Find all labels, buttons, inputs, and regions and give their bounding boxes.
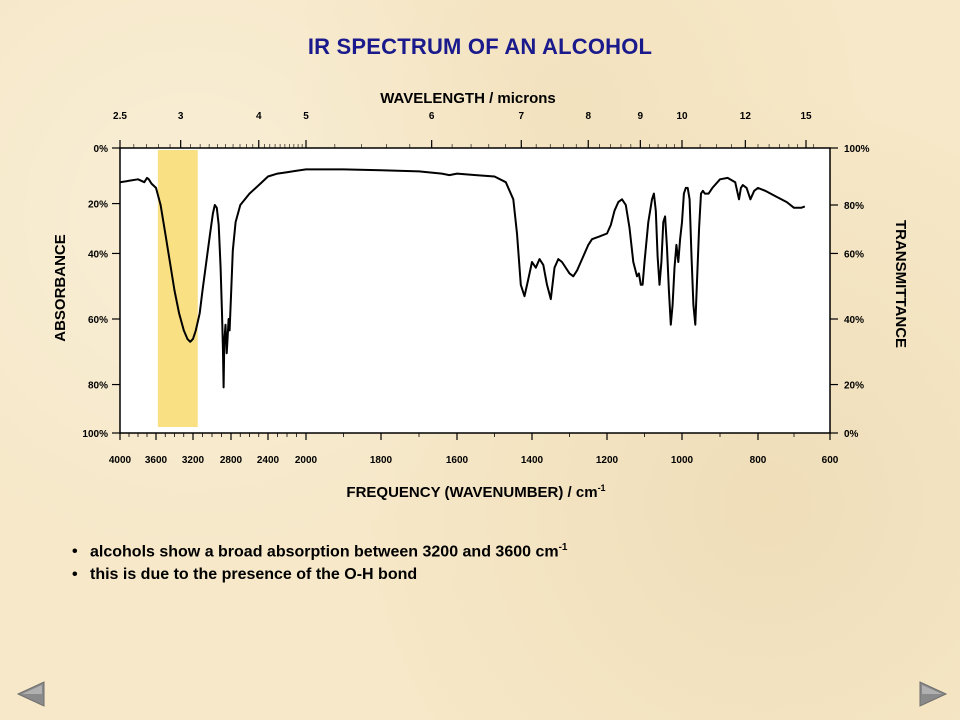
top-tick-label: 12 [740,111,752,122]
ir-spectrum-chart: 4000 3600 3200 2800 2400 2000 1800 1600 1400 1200… [52,90,909,501]
top-tick-label: 4 [256,111,262,122]
x-tick-label: 1200 [596,455,619,466]
x-tick-label: 1000 [671,455,694,466]
x-tick-label: 2000 [295,455,318,466]
x-tick-label: 2400 [257,455,280,466]
left-tick-label: 0% [94,144,109,155]
x-tick-label: 4000 [109,455,132,466]
prev-slide-button[interactable] [14,680,48,708]
right-tick-label: 80% [844,201,864,212]
x-tick-label: 1600 [446,455,469,466]
left-tick-label: 40% [88,249,108,260]
next-slide-button[interactable] [916,680,950,708]
x-tick-label: 3600 [145,455,168,466]
top-tick-label: 5 [303,111,309,122]
right-tick-label: 60% [844,249,864,260]
right-tick-label: 40% [844,315,864,326]
top-tick-label: 8 [585,111,591,122]
x-tick-label: 2800 [220,455,243,466]
bullet-text: this is due to the presence of the O-H b… [90,566,418,583]
left-tick-label: 80% [88,381,108,392]
triangle-left-icon [16,681,45,707]
x-tick-label: 3200 [182,455,205,466]
x-tick-label: 1400 [521,455,544,466]
bullet-superscript: -1 [558,542,568,553]
left-tick-label: 60% [88,315,108,326]
x-axis-title: FREQUENCY (WAVENUMBER) / cm-1 [346,483,605,501]
top-tick-label: 2.5 [113,111,127,122]
bullet-list: • alcohols show a broad absorption betwee… [72,534,568,588]
x-tick-label: 600 [822,455,839,466]
top-tick-label: 7 [519,111,525,122]
top-tick-label: 10 [676,111,688,122]
left-tick-label: 100% [82,429,108,440]
bullet-item: • alcohols show a broad absorption betwee… [72,542,568,561]
left-axis-title: ABSORBANCE [52,234,69,342]
oh-highlight-region [157,150,198,427]
plot-area [119,147,831,434]
x-tick-label: 1800 [370,455,393,466]
top-tick-label: 9 [638,111,644,122]
right-tick-label: 100% [844,144,870,155]
bullet-text: alcohols show a broad absorption between… [90,543,559,561]
slide-title: IR SPECTRUM OF AN ALCOHOL [307,34,653,59]
top-tick-label: 3 [178,111,184,122]
top-axis-title: WAVELENGTH / microns [380,90,556,107]
right-axis-title: TRANSMITTANCE [892,220,909,348]
top-tick-label: 6 [429,111,435,122]
left-tick-label: 20% [88,200,108,211]
x-tick-label: 800 [750,455,767,466]
x-axis-title-superscript: -1 [598,483,606,493]
spectrum-line [119,168,806,389]
triangle-right-icon [919,681,948,707]
right-tick-label: 0% [844,429,859,440]
right-tick-label: 20% [844,381,864,392]
bullet-item: • this is due to the presence of the O-H … [72,566,418,583]
top-tick-label: 15 [800,111,812,122]
